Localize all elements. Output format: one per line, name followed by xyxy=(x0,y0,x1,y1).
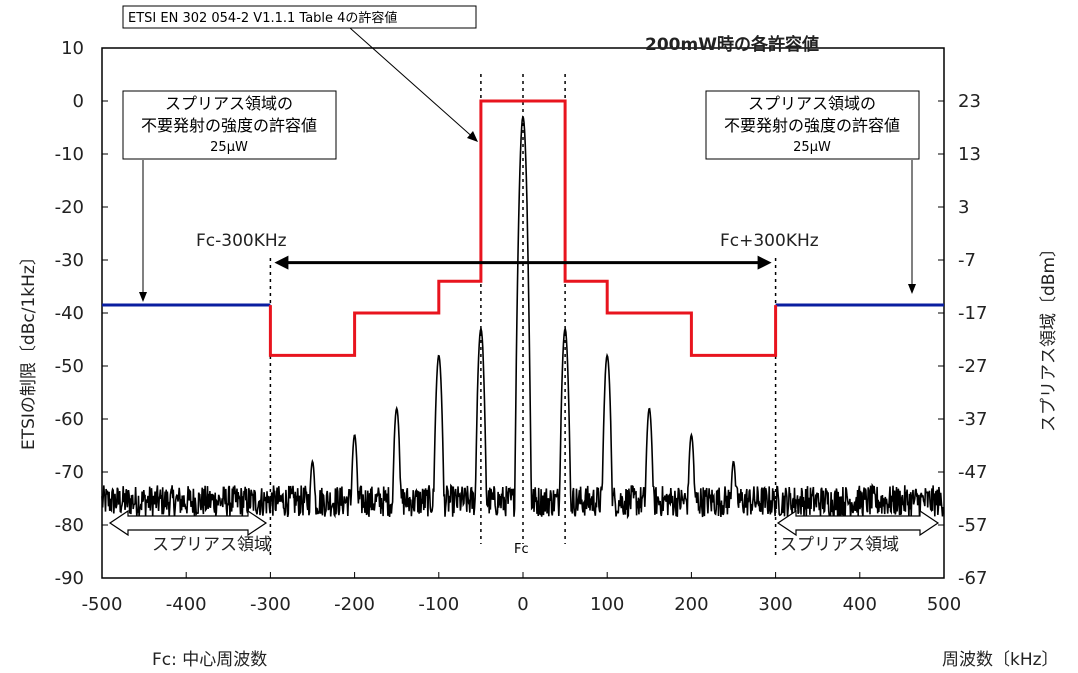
y-left-tick-label: -40 xyxy=(55,303,84,324)
callout-left-line-3: 25μW xyxy=(210,140,248,155)
callout-right-line-2: 不要発射の強度の許容値 xyxy=(724,116,900,135)
y-left-tick-label: -90 xyxy=(55,568,84,589)
spectrum-trace xyxy=(101,115,945,520)
y-right-tick-label: -17 xyxy=(958,303,987,324)
y-axis-label-right: スプリアス領域〔dBm〕 xyxy=(1039,240,1059,432)
callout-left-line-2: 不要発射の強度の許容値 xyxy=(141,116,317,135)
x-tick-label: -500 xyxy=(82,594,123,615)
y-right-tick-label: -37 xyxy=(958,409,987,430)
spurious-region-left-label: スプリアス領域 xyxy=(152,535,271,555)
callout-left-pointer-head xyxy=(139,292,147,302)
callout-left-box xyxy=(122,90,337,160)
x-tick-label: 200 xyxy=(674,594,708,615)
range-arrow-head-left xyxy=(274,255,289,270)
callout-top-box xyxy=(122,5,477,29)
x-tick-label: 0 xyxy=(517,594,528,615)
spurious-region-arrow-right xyxy=(776,509,940,537)
x-tick-label: -300 xyxy=(250,594,291,615)
callout-right-line-3: 25μW xyxy=(793,140,831,155)
y-left-tick-label: -80 xyxy=(55,515,84,536)
x-tick-label: 400 xyxy=(843,594,877,615)
fc-center-label: Fc xyxy=(514,542,529,557)
range-arrow-head-right xyxy=(757,255,772,270)
x-tick-label: 300 xyxy=(758,594,792,615)
y-right-tick-label: 13 xyxy=(958,144,981,165)
footnote: Fc: 中心周波数 xyxy=(152,650,267,670)
y-axis-label-left: ETSIの制限〔dBc/1kHz〕 xyxy=(19,248,39,450)
y-left-tick-label: -10 xyxy=(55,144,84,165)
fc-plus-300-label: Fc+300KHz xyxy=(720,231,819,251)
spurious-region-arrow-left xyxy=(108,509,268,537)
callout-right-box xyxy=(705,90,920,160)
callout-top-pointer xyxy=(349,27,477,141)
x-tick-label: -100 xyxy=(418,594,459,615)
callout-right-line-1: スプリアス領域の xyxy=(748,94,876,113)
fc-minus-300-label: Fc-300KHz xyxy=(196,231,287,251)
y-right-tick-label: 23 xyxy=(958,91,981,112)
y-right-tick-label: 3 xyxy=(958,197,969,218)
spurious-region-right-label: スプリアス領域 xyxy=(780,535,899,555)
callout-top-pointer-head xyxy=(467,131,478,142)
etsi-mask-line xyxy=(268,99,778,357)
y-left-tick-label: 0 xyxy=(73,91,84,112)
y-right-tick-label: -7 xyxy=(958,250,976,271)
y-right-tick-label: -47 xyxy=(958,462,987,483)
x-axis-label: 周波数〔kHz〕 xyxy=(942,650,1059,670)
y-right-tick-label: -57 xyxy=(958,515,987,536)
y-left-tick-label: -70 xyxy=(55,462,84,483)
y-left-tick-label: -60 xyxy=(55,409,84,430)
y-left-tick-label: 10 xyxy=(61,38,84,59)
y-left-tick-label: -30 xyxy=(55,250,84,271)
x-tick-label: 500 xyxy=(927,594,961,615)
callout-left-line-1: スプリアス領域の xyxy=(165,94,293,113)
y-left-tick-label: -50 xyxy=(55,356,84,377)
y-left-tick-label: -20 xyxy=(55,197,84,218)
callout-right-pointer-head xyxy=(908,284,916,294)
x-tick-label: -400 xyxy=(166,594,207,615)
chart-title: 200mW時の各許容値 xyxy=(645,34,819,55)
x-tick-label: -200 xyxy=(334,594,375,615)
callout-top-text: ETSI EN 302 054-2 V1.1.1 Table 4の許容値 xyxy=(128,10,397,26)
x-tick-label: 100 xyxy=(590,594,624,615)
y-right-tick-label: -67 xyxy=(958,568,987,589)
y-right-tick-label: -27 xyxy=(958,356,987,377)
